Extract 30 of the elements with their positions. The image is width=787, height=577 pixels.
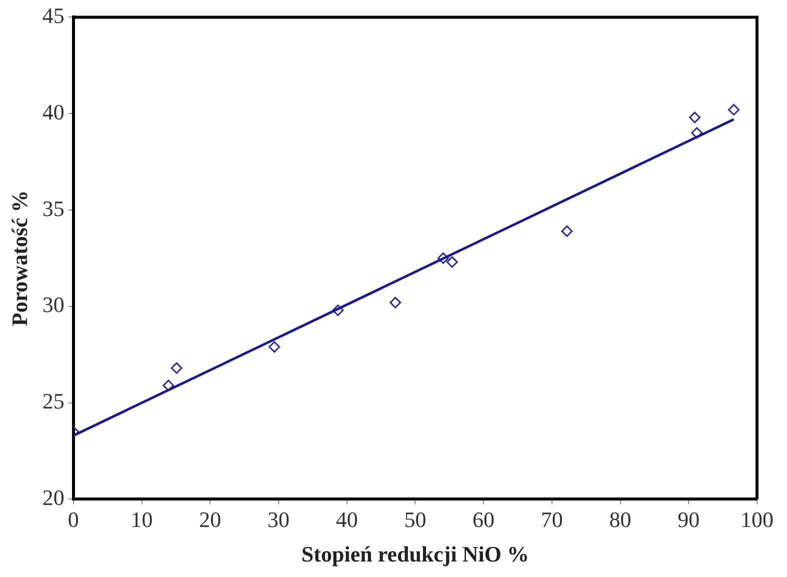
y-tick-label: 40 (42, 99, 64, 124)
point (390, 296, 402, 308)
x-tick-label: 100 (740, 507, 774, 532)
x-tick-label: 40 (336, 507, 358, 532)
x-tick-label: 0 (68, 507, 79, 532)
point (162, 380, 174, 392)
x-tick-label: 20 (199, 507, 222, 532)
y-tick-label: 25 (42, 388, 64, 414)
point (170, 362, 182, 374)
x-tick-label: 30 (267, 507, 290, 532)
point (689, 112, 701, 124)
y-tick-label: 20 (42, 484, 64, 510)
x-tick-label: 50 (404, 507, 426, 532)
x-axis-title: Stopień redukcji NiO % (301, 541, 529, 566)
x-tick-label: 80 (609, 507, 632, 532)
point (437, 252, 449, 264)
x-tick-label: 70 (540, 507, 563, 532)
point (728, 104, 740, 116)
y-tick-label: 45 (42, 2, 64, 28)
point (561, 225, 573, 237)
y-tick-label: 35 (42, 196, 64, 221)
x-tick-label: 90 (678, 507, 700, 532)
point (691, 127, 703, 139)
point (268, 341, 280, 353)
x-tick-label: 60 (472, 507, 495, 532)
x-tick-label: 10 (130, 507, 153, 532)
y-tick-label: 30 (42, 292, 64, 318)
point (446, 256, 458, 268)
y-axis-title: Porowatość % (6, 190, 32, 326)
point (332, 304, 344, 316)
